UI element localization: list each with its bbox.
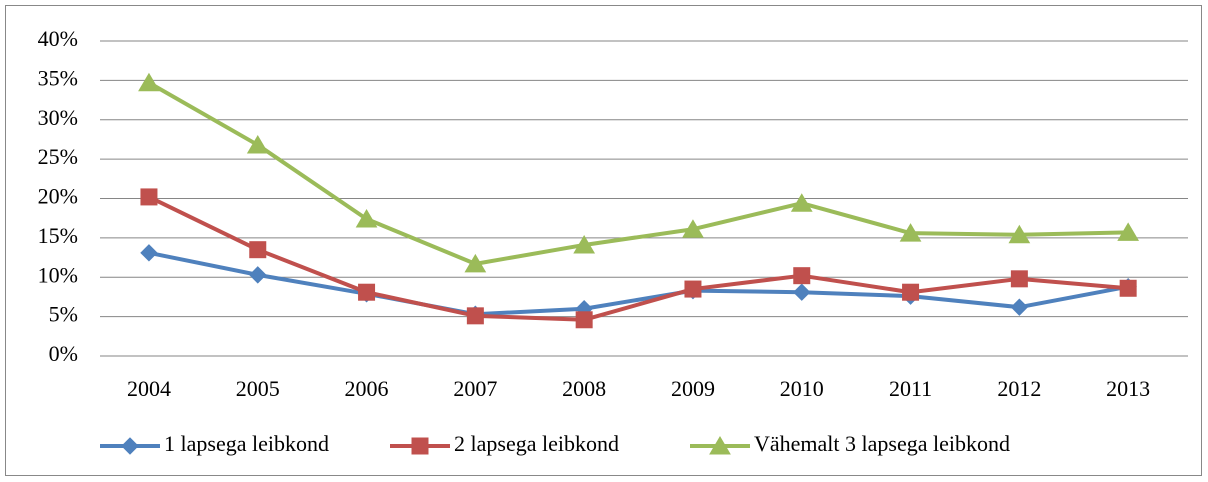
x-tick-label: 2011 — [889, 376, 932, 401]
series-line — [148, 195, 1129, 322]
y-tick-label: 25% — [38, 144, 78, 169]
series-line — [148, 250, 1129, 317]
data-point — [249, 266, 267, 284]
data-point — [464, 253, 487, 273]
data-point — [1010, 298, 1029, 316]
data-point — [466, 307, 484, 325]
data-point — [1119, 279, 1137, 297]
data-point — [246, 134, 269, 154]
x-tick-label: 2005 — [236, 376, 280, 401]
data-point — [1010, 270, 1028, 288]
data-point — [1008, 224, 1031, 244]
y-tick-label: 0% — [49, 341, 78, 366]
data-point — [138, 72, 160, 92]
legend-marker — [411, 437, 429, 455]
y-tick-label: 40% — [38, 26, 78, 51]
data-point — [684, 280, 702, 298]
legend-marker — [709, 436, 731, 455]
y-tick-label: 10% — [38, 262, 78, 287]
data-point — [793, 267, 811, 285]
y-tick-label: 15% — [38, 223, 78, 248]
x-tick-label: 2009 — [671, 376, 715, 401]
legend-marker — [121, 437, 139, 455]
y-tick-label: 20% — [38, 184, 78, 209]
x-tick-label: 2013 — [1106, 376, 1150, 401]
data-point — [140, 244, 158, 262]
legend-label: Vähemalt 3 lapsega leibkond — [754, 431, 1010, 456]
data-point — [355, 208, 378, 228]
y-tick-label: 35% — [38, 65, 78, 90]
x-tick-label: 2012 — [997, 376, 1041, 401]
data-point — [902, 283, 920, 301]
data-point — [358, 283, 376, 301]
data-point — [1117, 222, 1140, 241]
data-point — [573, 234, 596, 254]
data-point — [899, 223, 922, 242]
x-tick-label: 2004 — [127, 376, 171, 401]
legend-label: 1 lapsega leibkond — [164, 431, 329, 456]
series-line — [147, 81, 1129, 266]
data-point — [249, 241, 267, 259]
legend-label: 2 lapsega leibkond — [454, 431, 619, 456]
data-point — [140, 188, 158, 206]
y-tick-label: 30% — [38, 105, 78, 130]
x-tick-label: 2008 — [562, 376, 606, 401]
data-point — [790, 193, 813, 212]
data-point — [575, 311, 593, 329]
data-point — [682, 219, 704, 238]
x-tick-label: 2007 — [453, 376, 497, 401]
x-tick-label: 2010 — [780, 376, 824, 401]
y-tick-label: 5% — [49, 302, 78, 327]
x-tick-label: 2006 — [345, 376, 389, 401]
data-point — [793, 283, 811, 301]
